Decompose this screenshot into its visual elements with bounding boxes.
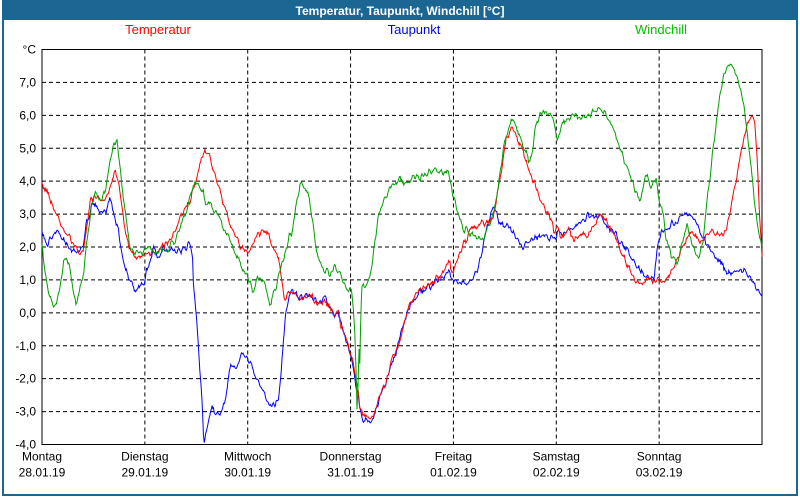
svg-text:5,0: 5,0 [19,141,36,155]
svg-text:°C: °C [23,43,37,57]
svg-text:02.02.19: 02.02.19 [533,466,580,480]
svg-text:29.01.19: 29.01.19 [122,466,169,480]
svg-text:-3,0: -3,0 [15,405,36,419]
svg-text:Sonntag: Sonntag [637,450,682,464]
svg-text:1,0: 1,0 [19,273,36,287]
svg-text:Dienstag: Dienstag [121,450,168,464]
svg-text:0,0: 0,0 [19,306,36,320]
svg-text:Donnerstag: Donnerstag [320,450,382,464]
svg-text:Montag: Montag [22,450,62,464]
svg-text:Samstag: Samstag [533,450,580,464]
svg-text:6,0: 6,0 [19,108,36,122]
svg-text:31.01.19: 31.01.19 [327,466,374,480]
svg-text:2,0: 2,0 [19,240,36,254]
svg-text:4,0: 4,0 [19,174,36,188]
svg-text:Mittwoch: Mittwoch [224,450,271,464]
svg-text:30.01.19: 30.01.19 [224,466,271,480]
svg-text:-2,0: -2,0 [15,372,36,386]
svg-text:3,0: 3,0 [19,207,36,221]
svg-text:03.02.19: 03.02.19 [636,466,683,480]
svg-text:-1,0: -1,0 [15,339,36,353]
svg-text:01.02.19: 01.02.19 [430,466,477,480]
svg-text:Freitag: Freitag [435,450,472,464]
svg-text:28.01.19: 28.01.19 [19,466,66,480]
svg-text:7,0: 7,0 [19,75,36,89]
